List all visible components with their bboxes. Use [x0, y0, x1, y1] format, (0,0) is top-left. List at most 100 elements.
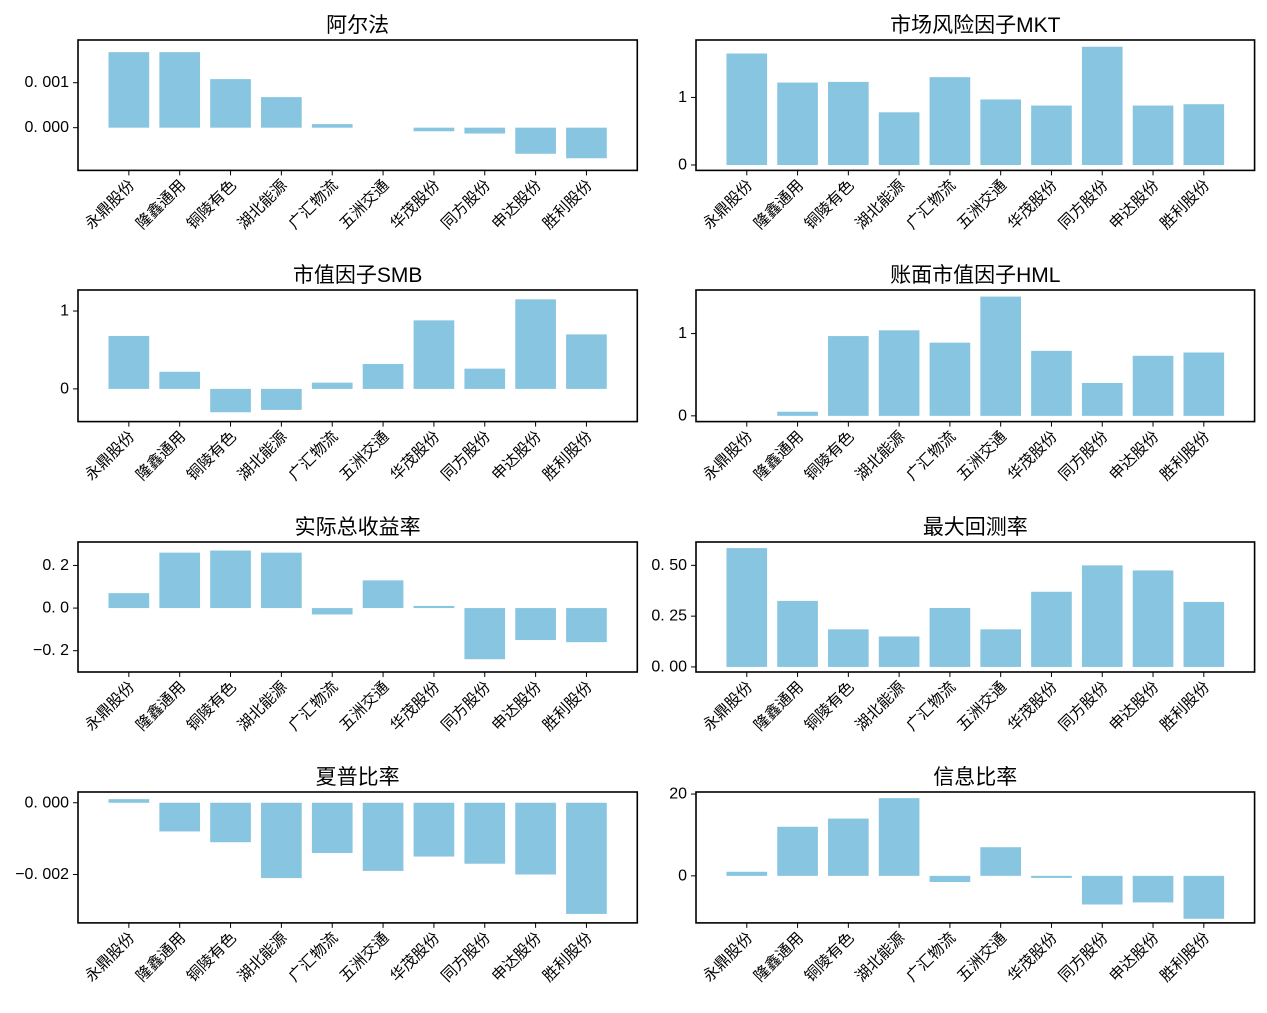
- svg-text:华茂股份: 华茂股份: [387, 427, 444, 484]
- svg-text:华茂股份: 华茂股份: [1004, 176, 1061, 233]
- svg-text:申达股份: 申达股份: [1106, 176, 1163, 233]
- svg-text:广汇物流: 广汇物流: [285, 176, 342, 233]
- svg-text:0: 0: [678, 868, 687, 885]
- svg-text:五洲交通: 五洲交通: [953, 929, 1010, 986]
- svg-text:胜利股份: 胜利股份: [1157, 929, 1214, 986]
- svg-text:申达股份: 申达股份: [1106, 427, 1163, 484]
- svg-text:申达股份: 申达股份: [489, 427, 546, 484]
- svg-text:1: 1: [60, 302, 69, 319]
- svg-text:隆鑫通用: 隆鑫通用: [133, 176, 190, 233]
- svg-text:湖北能源: 湖北能源: [234, 929, 291, 986]
- svg-text:广汇物流: 广汇物流: [903, 929, 960, 986]
- svg-text:胜利股份: 胜利股份: [539, 176, 596, 233]
- svg-text:广汇物流: 广汇物流: [285, 929, 342, 986]
- svg-text:永鼎股份: 永鼎股份: [700, 678, 757, 735]
- svg-text:实际总收益率: 实际总收益率: [295, 516, 421, 539]
- svg-text:永鼎股份: 永鼎股份: [700, 929, 757, 986]
- svg-text:胜利股份: 胜利股份: [539, 929, 596, 986]
- svg-text:铜陵有色: 铜陵有色: [801, 678, 858, 735]
- svg-text:0. 2: 0. 2: [43, 557, 70, 574]
- svg-text:−0. 002: −0. 002: [15, 866, 69, 883]
- svg-text:五洲交通: 五洲交通: [953, 176, 1010, 233]
- svg-text:华茂股份: 华茂股份: [387, 929, 444, 986]
- svg-text:广汇物流: 广汇物流: [903, 427, 960, 484]
- svg-text:永鼎股份: 永鼎股份: [700, 176, 757, 233]
- svg-text:永鼎股份: 永鼎股份: [82, 678, 139, 735]
- svg-text:五洲交通: 五洲交通: [336, 929, 393, 986]
- svg-text:0: 0: [60, 380, 69, 397]
- svg-text:华茂股份: 华茂股份: [1004, 678, 1061, 735]
- svg-text:五洲交通: 五洲交通: [953, 678, 1010, 735]
- svg-text:同方股份: 同方股份: [1055, 929, 1112, 986]
- svg-text:广汇物流: 广汇物流: [903, 678, 960, 735]
- svg-text:申达股份: 申达股份: [489, 929, 546, 986]
- svg-text:五洲交通: 五洲交通: [336, 427, 393, 484]
- svg-text:阿尔法: 阿尔法: [326, 14, 389, 37]
- svg-text:胜利股份: 胜利股份: [1157, 678, 1214, 735]
- svg-text:同方股份: 同方股份: [438, 176, 495, 233]
- svg-text:广汇物流: 广汇物流: [903, 176, 960, 233]
- svg-text:−0. 2: −0. 2: [33, 643, 69, 660]
- svg-text:0. 25: 0. 25: [651, 608, 687, 625]
- svg-text:最大回测率: 最大回测率: [923, 516, 1028, 539]
- svg-text:铜陵有色: 铜陵有色: [801, 176, 858, 233]
- svg-text:0. 000: 0. 000: [25, 795, 70, 812]
- svg-text:铜陵有色: 铜陵有色: [184, 427, 241, 484]
- svg-text:同方股份: 同方股份: [1055, 678, 1112, 735]
- svg-text:永鼎股份: 永鼎股份: [82, 929, 139, 986]
- svg-text:永鼎股份: 永鼎股份: [700, 427, 757, 484]
- svg-text:1: 1: [678, 89, 687, 106]
- svg-text:隆鑫通用: 隆鑫通用: [750, 427, 807, 484]
- svg-text:信息比率: 信息比率: [933, 766, 1017, 789]
- svg-text:广汇物流: 广汇物流: [285, 678, 342, 735]
- svg-text:夏普比率: 夏普比率: [316, 766, 400, 789]
- svg-text:同方股份: 同方股份: [438, 929, 495, 986]
- svg-text:0: 0: [678, 156, 687, 173]
- svg-text:隆鑫通用: 隆鑫通用: [133, 929, 190, 986]
- svg-text:胜利股份: 胜利股份: [1157, 176, 1214, 233]
- svg-text:华茂股份: 华茂股份: [1004, 929, 1061, 986]
- svg-text:20: 20: [669, 786, 687, 803]
- svg-text:胜利股份: 胜利股份: [539, 427, 596, 484]
- svg-text:铜陵有色: 铜陵有色: [801, 929, 858, 986]
- svg-text:湖北能源: 湖北能源: [852, 176, 909, 233]
- svg-text:华茂股份: 华茂股份: [387, 678, 444, 735]
- svg-text:账面市值因子HML: 账面市值因子HML: [890, 264, 1060, 287]
- svg-text:铜陵有色: 铜陵有色: [184, 176, 241, 233]
- svg-text:铜陵有色: 铜陵有色: [184, 678, 241, 735]
- svg-text:市场风险因子MKT: 市场风险因子MKT: [890, 14, 1060, 37]
- svg-text:0. 50: 0. 50: [651, 557, 687, 574]
- svg-text:0. 0: 0. 0: [43, 600, 70, 617]
- svg-text:五洲交通: 五洲交通: [336, 176, 393, 233]
- svg-text:铜陵有色: 铜陵有色: [184, 929, 241, 986]
- svg-text:同方股份: 同方股份: [1055, 427, 1112, 484]
- svg-text:0. 000: 0. 000: [25, 119, 70, 136]
- svg-text:0: 0: [678, 407, 687, 424]
- svg-text:同方股份: 同方股份: [438, 678, 495, 735]
- svg-text:华茂股份: 华茂股份: [1004, 427, 1061, 484]
- svg-text:申达股份: 申达股份: [489, 678, 546, 735]
- svg-text:申达股份: 申达股份: [1106, 929, 1163, 986]
- svg-text:铜陵有色: 铜陵有色: [801, 427, 858, 484]
- svg-text:同方股份: 同方股份: [1055, 176, 1112, 233]
- svg-text:同方股份: 同方股份: [438, 427, 495, 484]
- svg-text:胜利股份: 胜利股份: [539, 678, 596, 735]
- svg-text:湖北能源: 湖北能源: [234, 427, 291, 484]
- svg-text:隆鑫通用: 隆鑫通用: [750, 678, 807, 735]
- svg-text:隆鑫通用: 隆鑫通用: [750, 176, 807, 233]
- svg-text:湖北能源: 湖北能源: [852, 427, 909, 484]
- svg-text:广汇物流: 广汇物流: [285, 427, 342, 484]
- svg-text:五洲交通: 五洲交通: [953, 427, 1010, 484]
- svg-text:市值因子SMB: 市值因子SMB: [293, 264, 422, 287]
- svg-text:申达股份: 申达股份: [489, 176, 546, 233]
- svg-text:0. 00: 0. 00: [651, 659, 687, 676]
- svg-text:隆鑫通用: 隆鑫通用: [133, 427, 190, 484]
- svg-text:1: 1: [678, 325, 687, 342]
- svg-text:五洲交通: 五洲交通: [336, 678, 393, 735]
- svg-text:永鼎股份: 永鼎股份: [82, 176, 139, 233]
- svg-text:永鼎股份: 永鼎股份: [82, 427, 139, 484]
- svg-text:申达股份: 申达股份: [1106, 678, 1163, 735]
- svg-text:隆鑫通用: 隆鑫通用: [133, 678, 190, 735]
- svg-text:0. 001: 0. 001: [25, 74, 70, 91]
- svg-text:隆鑫通用: 隆鑫通用: [750, 929, 807, 986]
